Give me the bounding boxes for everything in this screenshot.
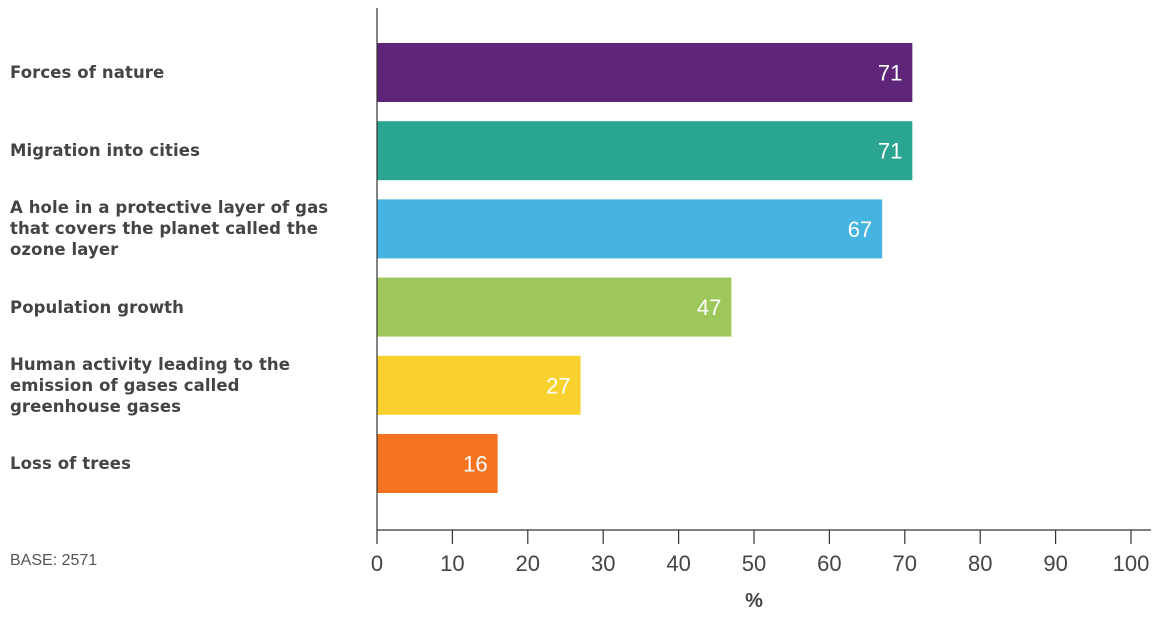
x-tick-label: 70: [893, 551, 917, 576]
category-label: Human activity leading to the emission o…: [10, 354, 291, 416]
bar-value-label: 67: [848, 217, 872, 242]
category-label: Forces of nature: [10, 63, 165, 82]
x-tick-label: 20: [516, 551, 540, 576]
x-tick-label: 10: [440, 551, 464, 576]
x-tick-label: 50: [742, 551, 766, 576]
bar-value-label: 27: [546, 373, 570, 398]
x-tick-label: 30: [591, 551, 615, 576]
bar: [377, 355, 581, 415]
category-label: Population growth: [10, 297, 185, 317]
x-tick-label: 0: [371, 551, 383, 576]
bar-value-label: 71: [878, 61, 902, 86]
x-tick-label: 100: [1113, 551, 1150, 576]
x-tick-label: 60: [817, 551, 841, 576]
x-tick-label: 90: [1043, 551, 1067, 576]
bar: [377, 199, 883, 259]
bar-value-label: 71: [878, 139, 902, 164]
x-tick-label: 80: [968, 551, 992, 576]
bar-value-label: 47: [697, 295, 721, 320]
bar: [377, 43, 913, 102]
bar-value-label: 16: [463, 452, 487, 477]
category-label: A hole in a protective layer of gas that…: [10, 198, 329, 260]
bar: [377, 121, 913, 181]
category-label: Loss of trees: [10, 454, 132, 473]
x-tick-label: 40: [666, 551, 690, 576]
bar: [377, 434, 498, 493]
category-label: Migration into cities: [10, 141, 200, 161]
bar: [377, 277, 732, 337]
base-footnote: BASE: 2571: [10, 552, 98, 569]
x-axis-title: %: [745, 590, 763, 612]
